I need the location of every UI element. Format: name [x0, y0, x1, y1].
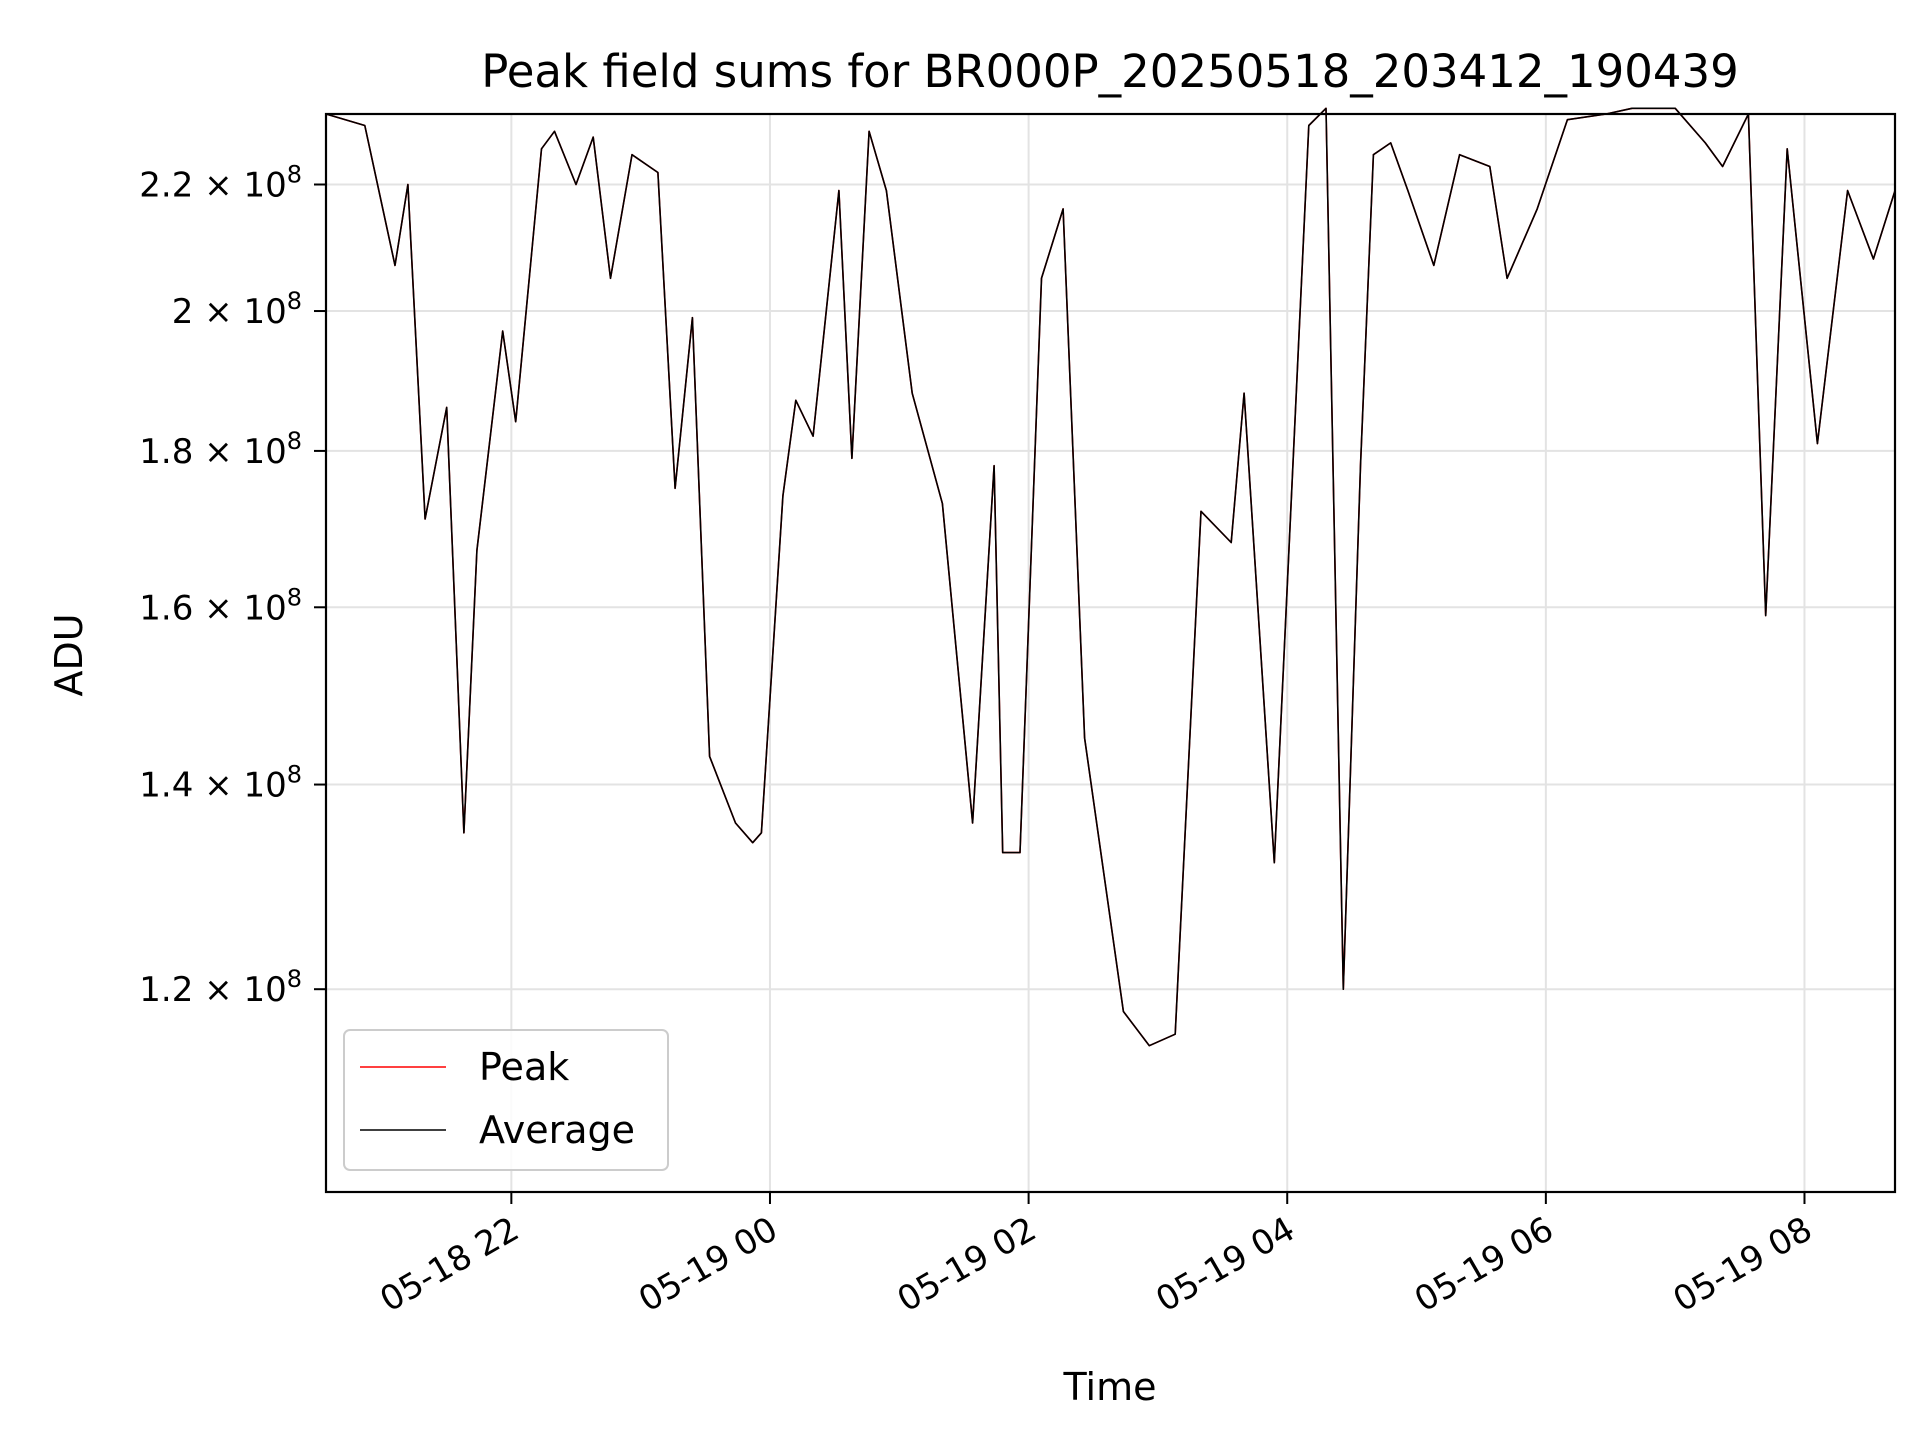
- legend-label-average: Average: [479, 1108, 635, 1152]
- y-tick-label: 1.2 × 108: [139, 965, 302, 1010]
- y-tick-label: 1.8 × 108: [139, 427, 302, 472]
- plot-frame: [324, 112, 1897, 1194]
- series-layer: [325, 107, 1896, 1047]
- y-tick-label: 1.6 × 108: [139, 583, 302, 628]
- y-tick-label: 1.4 × 108: [139, 761, 302, 806]
- legend-label-peak: Peak: [479, 1045, 569, 1089]
- y-axis-title: ADU: [47, 613, 91, 696]
- grid: [326, 114, 1895, 1192]
- y-tick-label: 2.2 × 108: [139, 161, 302, 206]
- y-axis: 1.2 × 108 1.4 × 108 1.6 × 108 1.8 × 108 2 × …: [139, 161, 326, 1010]
- legend-box: [343, 1029, 669, 1171]
- x-axis-title: Time: [1063, 1365, 1157, 1409]
- chart-title: Peak field sums for BR000P_20250518_2034…: [481, 45, 1739, 98]
- legend: Peak Average: [343, 1029, 669, 1171]
- y-tick-label: 2 × 108: [172, 287, 302, 332]
- series-line-average: [325, 107, 1896, 1047]
